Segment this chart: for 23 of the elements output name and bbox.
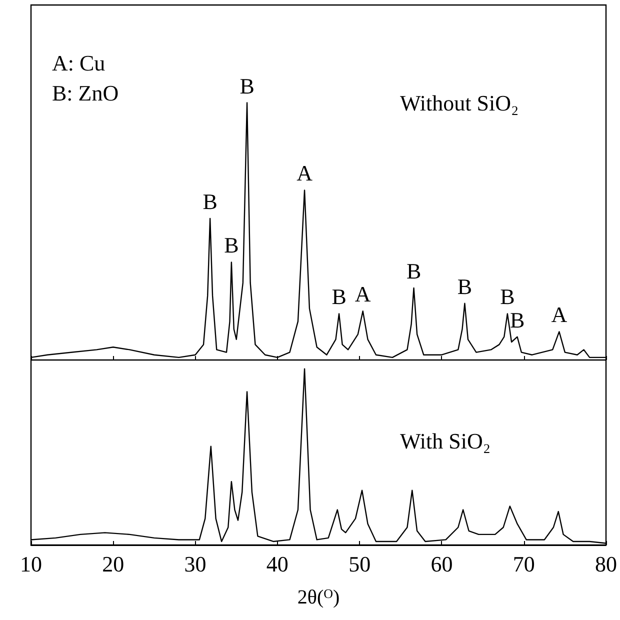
annotation: B — [202, 189, 218, 214]
annotation: With SiO₂ — [400, 428, 491, 454]
annotation: B — [224, 232, 239, 258]
annotation: B — [510, 307, 525, 332]
x-tick-label: 20 — [102, 552, 124, 576]
annotation: B — [332, 284, 346, 310]
annotation: Without SiO₂ — [400, 90, 519, 116]
annotation: B — [240, 73, 254, 98]
x-tick-label: 30 — [184, 552, 206, 576]
x-tick-label: 10 — [20, 552, 42, 576]
x-tick-label: 70 — [512, 552, 535, 576]
x-tick-label: 40 — [266, 552, 288, 576]
annotation: A — [551, 302, 568, 328]
x-tick-label: 80 — [595, 552, 617, 576]
annotation: B — [406, 258, 422, 284]
annotation: A — [296, 160, 313, 186]
annotation: B — [457, 274, 472, 299]
annotation: B: ZnO — [52, 80, 119, 106]
annotation: B — [500, 284, 515, 310]
text: A: Cu — [52, 50, 106, 76]
x-tick-label: 50 — [348, 552, 371, 576]
x-tick-label: 60 — [430, 552, 453, 576]
annotation: A — [354, 282, 371, 307]
